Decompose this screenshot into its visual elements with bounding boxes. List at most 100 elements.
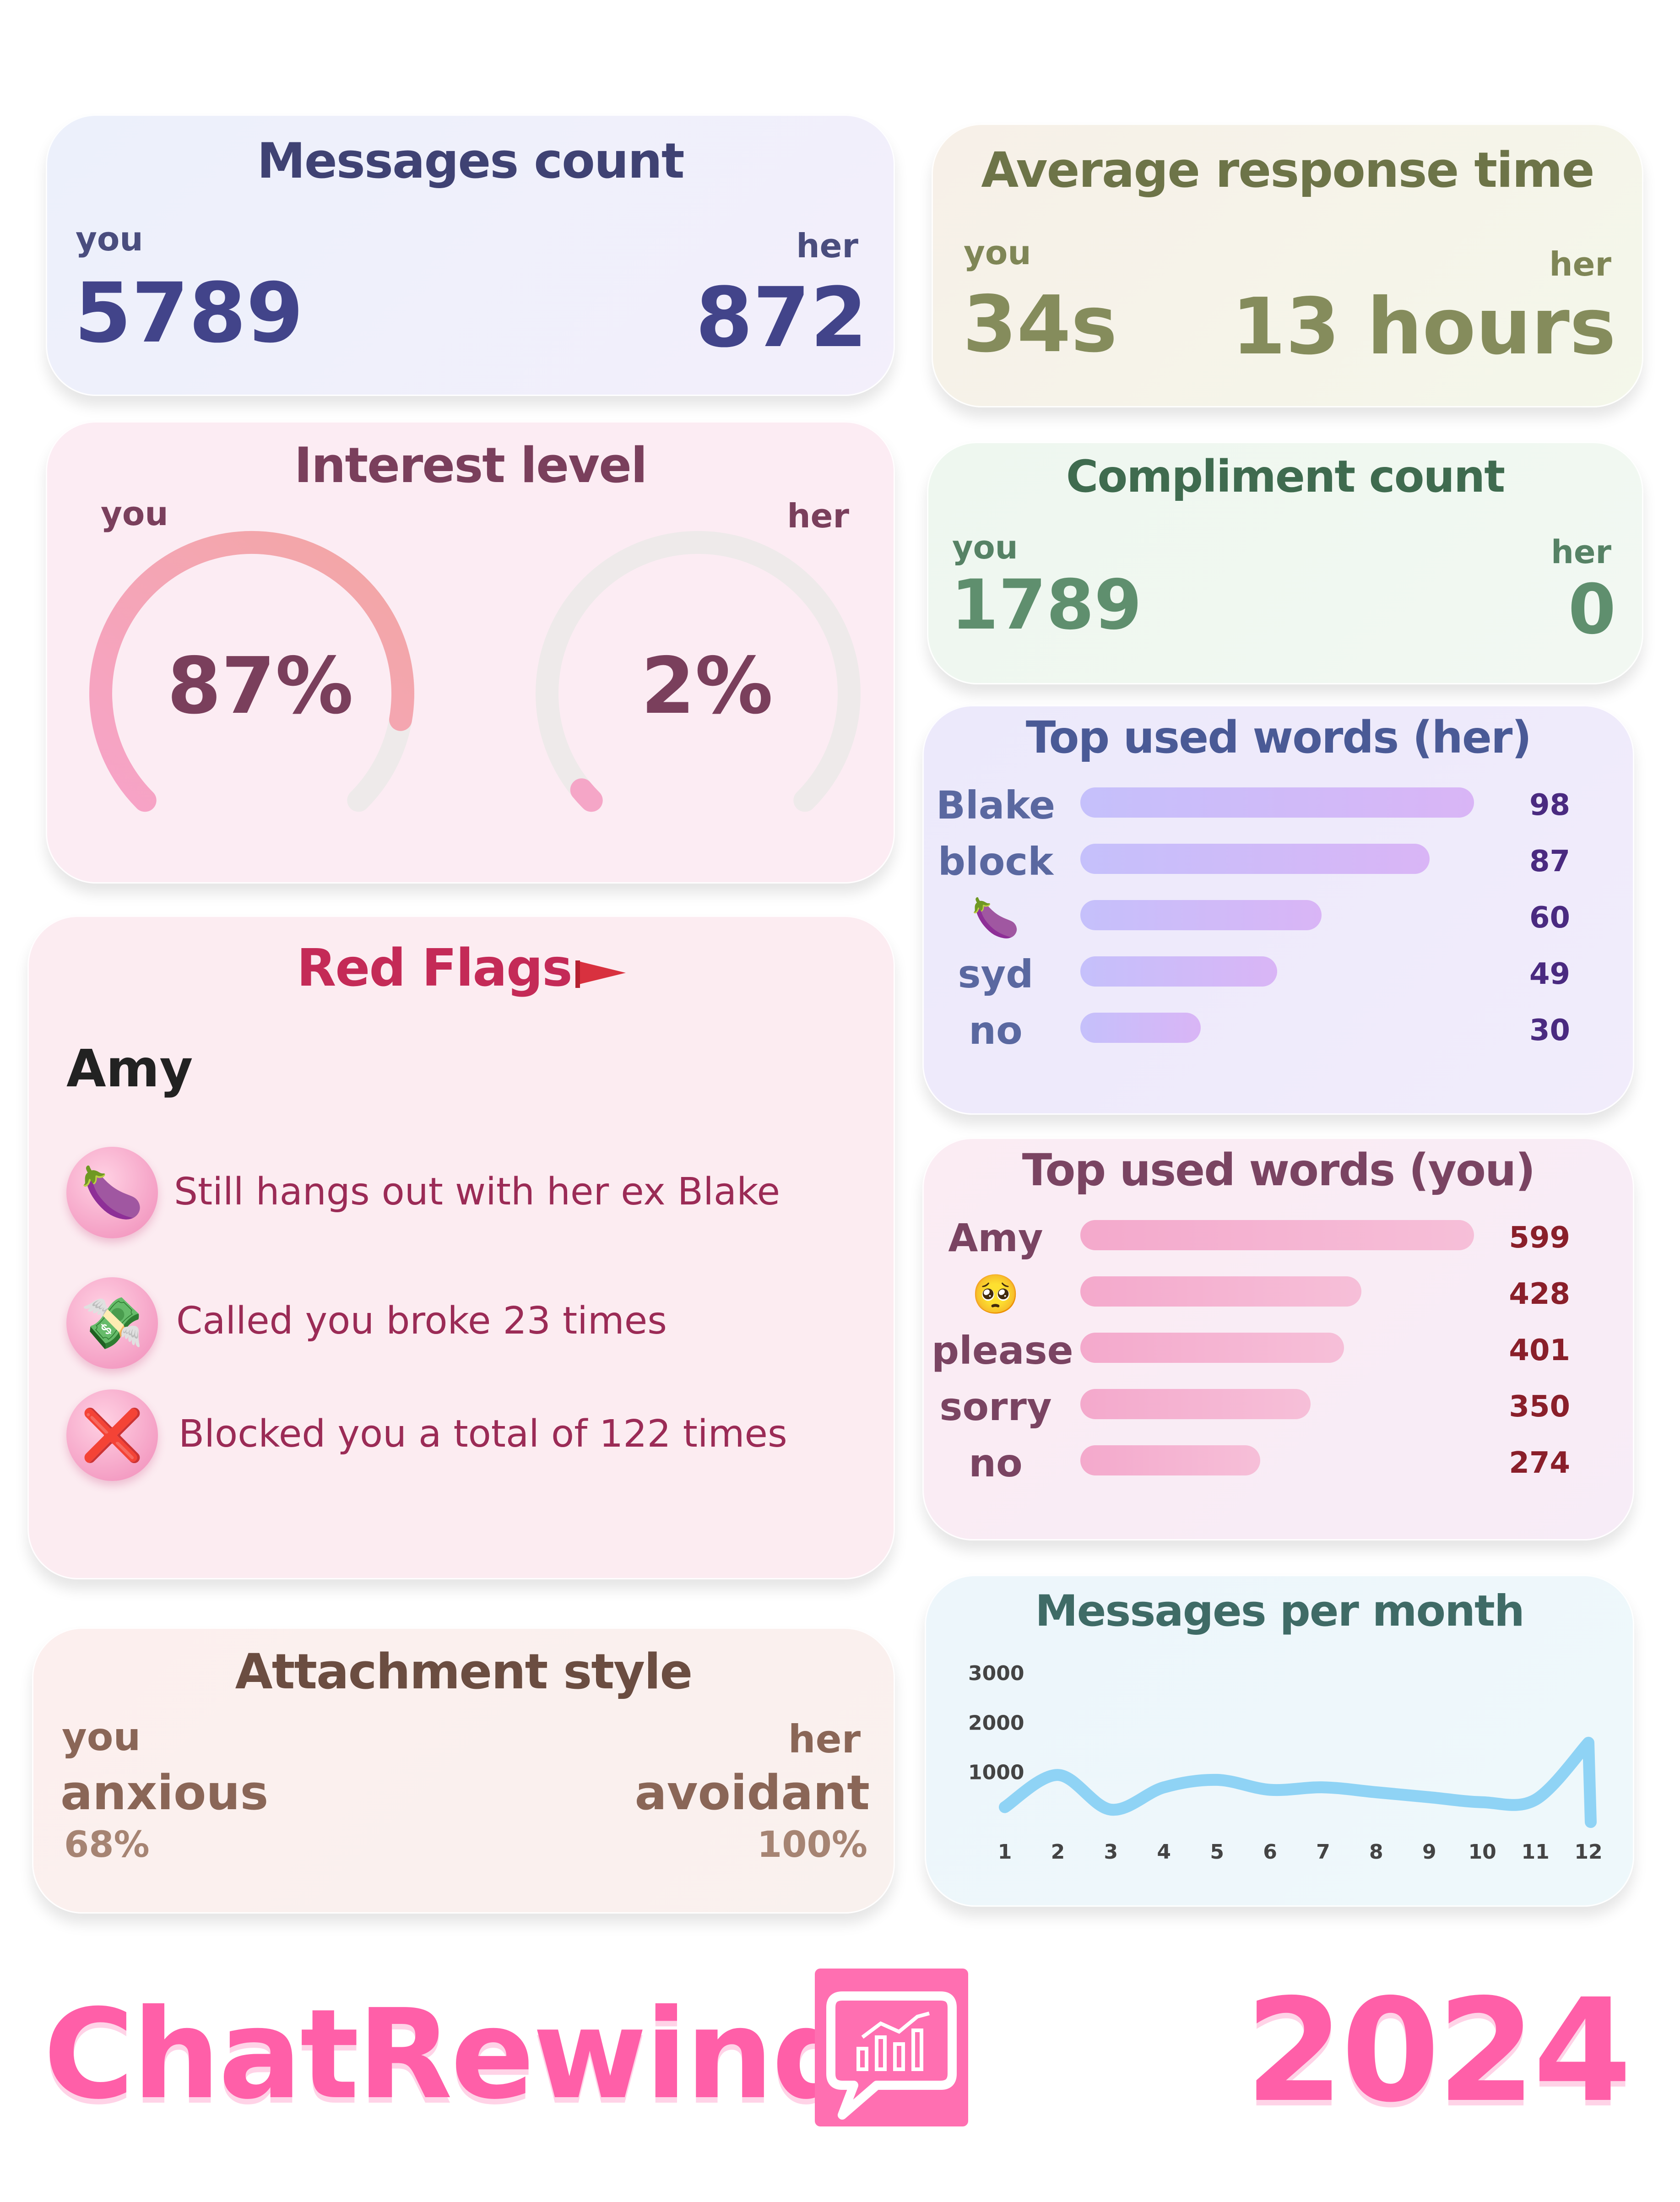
x-tick-label: 12	[1574, 1840, 1602, 1864]
attachment-you-style: anxious	[60, 1765, 269, 1821]
red-flags-title-row: Red Flags	[27, 938, 895, 1001]
word-bar	[1080, 956, 1277, 987]
interest-her-value: 2%	[641, 641, 773, 732]
word-label: no	[969, 1008, 1023, 1053]
word-count: 401	[1509, 1334, 1570, 1367]
eggplant-icon: 🍆	[81, 1163, 144, 1222]
year-label: 2024	[1245, 1969, 1632, 2134]
messages-you-value: 5789	[74, 266, 303, 361]
attachment-her-pct: 100%	[757, 1824, 867, 1866]
word-label: please	[932, 1328, 1073, 1373]
interest-you-value: 87%	[167, 641, 353, 732]
top-words-you-title: Top used words (you)	[1022, 1144, 1535, 1196]
attachment-you-pct: 68%	[64, 1824, 150, 1866]
word-label: Blake	[936, 783, 1056, 828]
word-bar	[1080, 1445, 1261, 1475]
messages-per-month-card: Messages per month 1000 2000 3000 1 2 3 4 5 6 7 8 9…	[925, 1575, 1634, 1907]
x-tick-label: 6	[1263, 1840, 1277, 1864]
y-tick-label: 2000	[968, 1711, 1024, 1735]
money-icon: 💸	[81, 1294, 144, 1352]
word-label: 🍆	[971, 895, 1020, 940]
y-tick-label: 3000	[968, 1662, 1024, 1685]
response-her-label: her	[1549, 245, 1611, 283]
interest-her-gauge-track	[536, 531, 861, 812]
attachment-her-style: avoidant	[634, 1765, 870, 1821]
red-flags-person-name: Amy	[66, 1039, 193, 1099]
word-count: 599	[1509, 1221, 1570, 1255]
attachment-title: Attachment style	[235, 1643, 693, 1700]
flag-1-bubble	[66, 1147, 158, 1238]
flag-3-bubble	[66, 1389, 158, 1481]
red-flag-icon	[575, 942, 626, 1001]
x-tick-label: 8	[1369, 1840, 1383, 1864]
word-label: 🥺	[971, 1272, 1020, 1317]
word-label: no	[969, 1441, 1023, 1486]
messages-count-title: Messages count	[257, 133, 684, 189]
word-count: 87	[1529, 845, 1570, 879]
cross-mark-icon: ❌	[81, 1406, 144, 1464]
compliment-her-label: her	[1551, 533, 1611, 571]
brand-logo-icon	[815, 1969, 968, 2126]
interest-level-card: Interest level you her 87% 2%	[46, 421, 895, 884]
top-words-her-card: Top used words (her) Blake 98 block 87 🍆 60 sy…	[922, 705, 1634, 1115]
response-you-label: you	[964, 233, 1031, 272]
attachment-style-card: Attachment style you her anxious avoidan…	[32, 1627, 895, 1914]
word-bar	[1080, 844, 1430, 874]
compliment-you-label: you	[952, 529, 1018, 566]
flag-2-bubble	[66, 1277, 158, 1369]
top-words-her-title: Top used words (her)	[1025, 712, 1532, 763]
chart-title: Messages per month	[1035, 1586, 1525, 1636]
interest-her-gauge-fill	[570, 778, 603, 812]
interest-her-label: her	[787, 497, 849, 535]
word-count: 49	[1529, 957, 1570, 991]
word-count: 350	[1509, 1390, 1570, 1424]
word-bar	[1080, 787, 1474, 818]
messages-you-label: you	[76, 220, 143, 258]
word-count: 98	[1529, 788, 1570, 822]
word-label: block	[938, 839, 1054, 884]
interest-gauges	[89, 531, 861, 812]
top-words-you-card: Top used words (you) Amy 599 🥺 428 please 401…	[922, 1138, 1634, 1540]
word-label: syd	[958, 952, 1034, 997]
response-her-value: 13 hours	[1231, 282, 1616, 372]
interest-level-title: Interest level	[294, 437, 648, 494]
y-tick-label: 1000	[968, 1761, 1024, 1784]
compliment-count-card: Compliment count you her 1789 0	[927, 442, 1643, 684]
word-label: sorry	[939, 1384, 1052, 1429]
interest-you-label: you	[101, 494, 168, 533]
messages-her-label: her	[796, 227, 858, 265]
x-tick-label: 5	[1210, 1840, 1224, 1864]
attachment-her-label: her	[788, 1717, 861, 1762]
x-tick-label: 1	[998, 1840, 1012, 1864]
response-time-title: Average response time	[981, 142, 1594, 198]
response-time-card: Average response time you her 34s 13 hou…	[932, 124, 1643, 407]
word-bar	[1080, 900, 1322, 930]
x-tick-label: 3	[1104, 1840, 1118, 1864]
red-flags-card: Red Flags Amy 🍆 Still hangs out with her…	[27, 916, 895, 1579]
word-count: 30	[1529, 1014, 1570, 1047]
word-bar	[1080, 1276, 1362, 1307]
word-bar	[1080, 1220, 1474, 1250]
x-tick-label: 10	[1469, 1840, 1496, 1864]
word-bar	[1080, 1333, 1344, 1363]
messages-count-card: Messages count you her 5789 872	[46, 114, 895, 396]
word-bar	[1080, 1013, 1201, 1043]
response-you-value: 34s	[963, 279, 1117, 370]
red-flags-title: Red Flags	[297, 938, 573, 998]
flag-2-text: Called you broke 23 times	[176, 1299, 667, 1343]
word-count: 428	[1509, 1277, 1570, 1311]
attachment-you-label: you	[62, 1714, 141, 1759]
compliment-you-value: 1789	[951, 565, 1142, 645]
word-count: 274	[1509, 1446, 1570, 1480]
interest-you-gauge-fill	[89, 531, 415, 812]
brand-name: ChatRewind	[43, 1982, 860, 2126]
x-tick-label: 11	[1521, 1840, 1549, 1864]
x-tick-label: 7	[1316, 1840, 1330, 1864]
flag-3-text: Blocked you a total of 122 times	[179, 1412, 787, 1456]
word-bar	[1080, 1389, 1311, 1419]
messages-her-value: 872	[695, 270, 867, 366]
word-label: Amy	[948, 1215, 1043, 1260]
messages-line	[999, 1736, 1597, 1828]
x-tick-label: 4	[1157, 1840, 1171, 1864]
